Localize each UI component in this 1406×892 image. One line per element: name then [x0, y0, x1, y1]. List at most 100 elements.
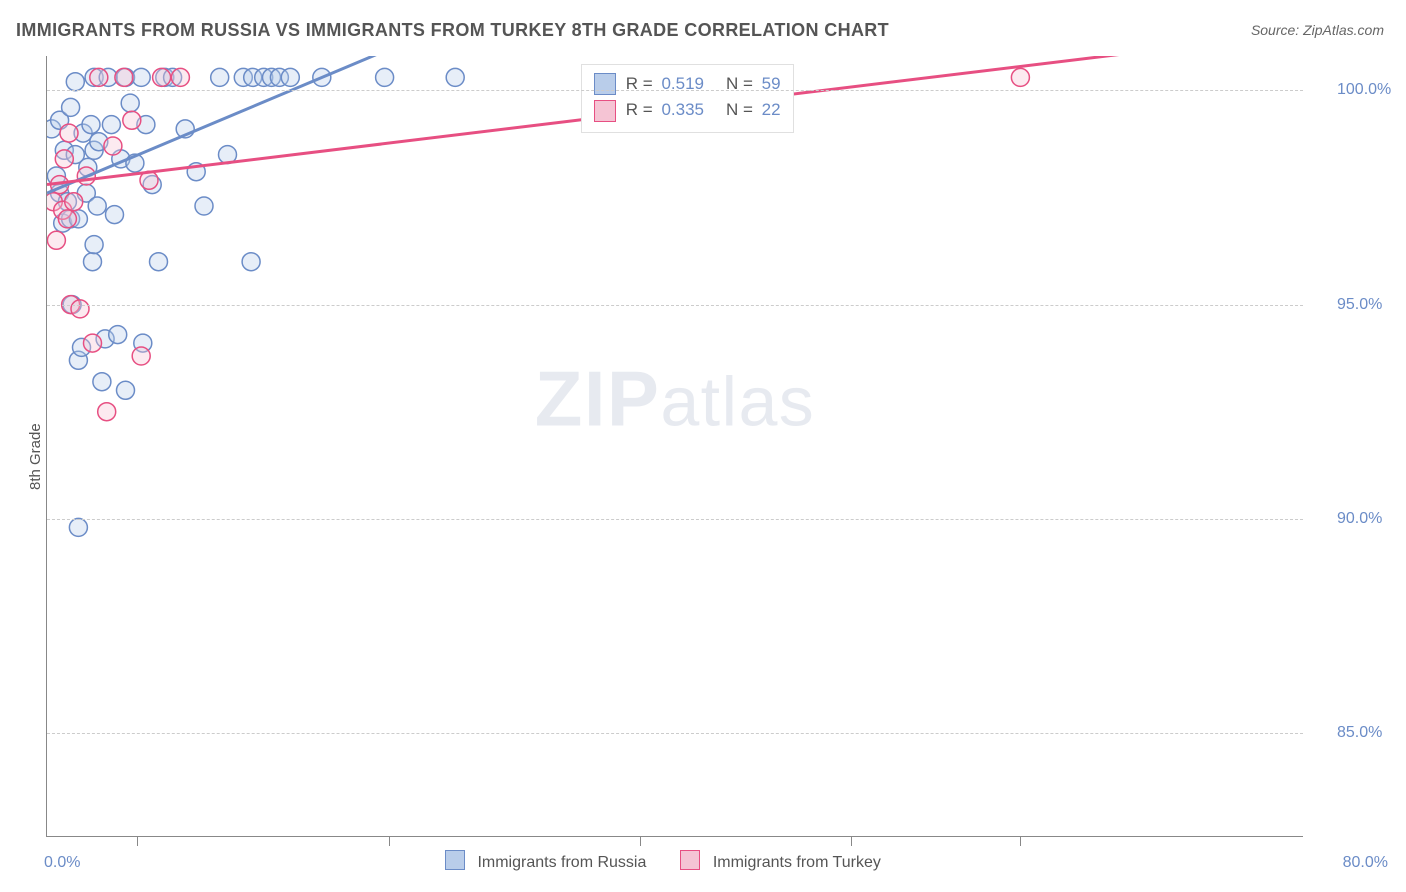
y-axis-label: 8th Grade	[27, 423, 44, 490]
russia-point	[79, 158, 97, 176]
chart-svg	[47, 56, 1303, 836]
stats-n-value: 59	[762, 71, 781, 97]
turkey-point	[153, 68, 171, 86]
russia-point	[211, 68, 229, 86]
russia-point	[376, 68, 394, 86]
stats-label: N =	[726, 71, 758, 97]
turkey-point	[104, 137, 122, 155]
russia-point	[195, 197, 213, 215]
russia-point	[88, 197, 106, 215]
russia-point	[134, 334, 152, 352]
chart-container: IMMIGRANTS FROM RUSSIA VS IMMIGRANTS FRO…	[0, 0, 1406, 892]
y-tick-label: 90.0%	[1337, 510, 1382, 528]
russia-point	[55, 141, 73, 159]
russia-point	[244, 68, 262, 86]
legend-label: Immigrants from Russia	[477, 854, 646, 871]
russia-point	[117, 68, 135, 86]
russia-point	[109, 326, 127, 344]
russia-point	[85, 141, 103, 159]
russia-point	[176, 120, 194, 138]
russia-point	[126, 154, 144, 172]
stats-row-turkey: R = 0.335 N = 22	[594, 97, 781, 123]
russia-point	[77, 184, 95, 202]
russia-point	[69, 518, 87, 536]
gridline	[47, 90, 1303, 91]
turkey-point	[132, 347, 150, 365]
gridline	[47, 305, 1303, 306]
turkey-point	[140, 171, 158, 189]
turkey-point	[51, 176, 69, 194]
stats-n-value: 22	[762, 97, 781, 123]
turkey-swatch-icon	[680, 850, 700, 870]
russia-point	[143, 176, 161, 194]
x-tick	[389, 836, 390, 846]
russia-point	[150, 253, 168, 271]
x-tick	[851, 836, 852, 846]
stats-box: R = 0.519 N = 59 R = 0.335 N = 22	[581, 64, 794, 133]
x-axis-min-label: 0.0%	[44, 854, 80, 872]
turkey-point	[65, 193, 83, 211]
russia-point	[82, 116, 100, 134]
turkey-point	[60, 124, 78, 142]
russia-point	[84, 253, 102, 271]
gridline	[47, 519, 1303, 520]
legend-item-turkey: Immigrants from Turkey	[680, 850, 880, 872]
russia-point	[73, 338, 91, 356]
turkey-point	[90, 68, 108, 86]
russia-point	[117, 381, 135, 399]
x-tick	[1020, 836, 1021, 846]
turkey-point	[47, 193, 62, 211]
legend: Immigrants from Russia Immigrants from T…	[445, 850, 881, 872]
russia-point	[90, 133, 108, 151]
stats-r-value: 0.519	[661, 71, 704, 97]
russia-point	[313, 68, 331, 86]
turkey-swatch-icon	[594, 100, 616, 122]
russia-point	[74, 124, 92, 142]
stats-label: R =	[626, 97, 658, 123]
gridline	[47, 733, 1303, 734]
russia-point	[66, 146, 84, 164]
russia-point	[106, 206, 124, 224]
plot-area: ZIPatlas R = 0.519 N = 59 R = 0.335 N = …	[46, 56, 1303, 837]
watermark: ZIPatlas	[535, 354, 815, 445]
russia-swatch-icon	[594, 73, 616, 95]
turkey-point	[1011, 68, 1029, 86]
russia-point	[112, 150, 130, 168]
russia-point	[219, 146, 237, 164]
russia-point	[102, 116, 120, 134]
russia-point	[281, 68, 299, 86]
stats-label: N =	[726, 97, 758, 123]
stats-label: R =	[626, 71, 658, 97]
russia-swatch-icon	[445, 850, 465, 870]
turkey-point	[115, 68, 133, 86]
turkey-point	[54, 201, 72, 219]
y-tick-label: 100.0%	[1337, 81, 1391, 99]
russia-point	[234, 68, 252, 86]
russia-point	[93, 373, 111, 391]
y-tick-label: 95.0%	[1337, 296, 1382, 314]
russia-point	[255, 68, 273, 86]
russia-point	[99, 68, 117, 86]
russia-point	[62, 210, 80, 228]
russia-point	[187, 163, 205, 181]
turkey-point	[55, 150, 73, 168]
russia-point	[85, 236, 103, 254]
russia-point	[96, 330, 114, 348]
stats-r-value: 0.335	[661, 97, 704, 123]
x-tick	[640, 836, 641, 846]
russia-point	[69, 210, 87, 228]
russia-point	[446, 68, 464, 86]
russia-point	[263, 68, 281, 86]
russia-point	[47, 120, 61, 138]
russia-point	[51, 184, 69, 202]
stats-row-russia: R = 0.519 N = 59	[594, 71, 781, 97]
y-tick-label: 85.0%	[1337, 724, 1382, 742]
turkey-point	[171, 68, 189, 86]
legend-item-russia: Immigrants from Russia	[445, 850, 646, 872]
x-axis-max-label: 80.0%	[1343, 854, 1388, 872]
russia-point	[132, 68, 150, 86]
chart-title: IMMIGRANTS FROM RUSSIA VS IMMIGRANTS FRO…	[16, 20, 889, 41]
russia-point	[85, 68, 103, 86]
legend-label: Immigrants from Turkey	[713, 854, 881, 871]
turkey-point	[77, 167, 95, 185]
